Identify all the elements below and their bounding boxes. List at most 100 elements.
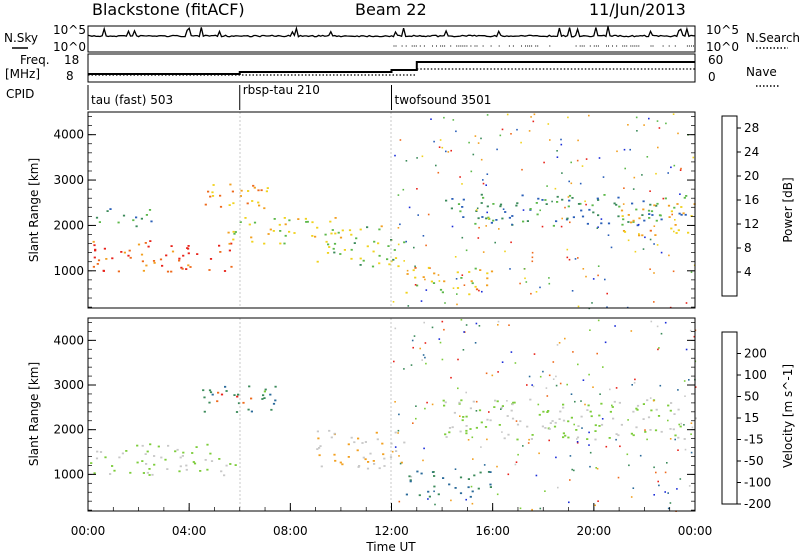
echo-cell — [586, 409, 589, 411]
echo-cell — [547, 123, 550, 125]
echo-cell — [394, 401, 396, 403]
echo-cell — [149, 443, 152, 446]
echo-cell — [475, 410, 478, 412]
echo-cell — [597, 226, 599, 228]
echo-cell — [492, 219, 495, 222]
echo-cell — [366, 245, 369, 248]
echo-cell — [459, 210, 462, 213]
echo-cell — [234, 231, 237, 233]
echo-cell — [407, 305, 410, 307]
echo-cell — [378, 262, 381, 265]
echo-cell — [642, 248, 645, 250]
colorbar-tick-label: 28 — [744, 121, 759, 135]
echo-cell — [410, 364, 413, 366]
echo-cell — [599, 393, 601, 395]
echo-cell — [421, 155, 424, 158]
echo-cell — [468, 271, 471, 273]
echo-cell — [608, 437, 611, 439]
echo-cell — [609, 388, 611, 391]
echo-cell — [615, 203, 618, 206]
echo-cell — [486, 205, 489, 208]
colorbar-tick-label: 50 — [744, 390, 759, 404]
echo-cell — [639, 454, 642, 457]
echo-cell — [668, 254, 670, 257]
echo-cell — [496, 148, 498, 151]
echo-cell — [178, 259, 181, 262]
echo-cell — [632, 487, 635, 489]
echo-cell — [465, 432, 468, 435]
echo-cell — [502, 208, 505, 210]
echo-cell — [657, 348, 659, 351]
echo-cell — [417, 214, 419, 216]
echo-cell — [209, 452, 212, 455]
echo-cell — [685, 348, 688, 351]
echo-cell — [329, 220, 332, 223]
echo-cell — [378, 254, 381, 257]
echo-cell — [193, 462, 197, 465]
echo-cell — [430, 118, 432, 120]
echo-cell — [566, 256, 569, 259]
echo-cell — [237, 393, 240, 396]
cpid-segment-label: tau (fast) 503 — [91, 93, 173, 107]
echo-cell — [180, 266, 183, 269]
echo-cell — [553, 425, 557, 428]
echo-cell — [548, 277, 550, 279]
echo-cell — [171, 250, 175, 253]
echo-cell — [531, 260, 534, 263]
echo-cell — [631, 202, 634, 205]
echo-cell — [424, 356, 426, 359]
echo-cell — [516, 438, 519, 441]
echo-cell — [251, 200, 254, 202]
echo-cell — [642, 403, 645, 405]
echo-cell — [333, 242, 337, 245]
echo-cell — [428, 495, 431, 498]
echo-cell — [507, 433, 510, 436]
cpid-segments: tau (fast) 503 rbsp-tau 210 twofsound 3501 — [91, 83, 491, 110]
echo-cell — [535, 291, 538, 293]
echo-cell — [409, 479, 412, 482]
echo-cell — [678, 212, 681, 215]
echo-cell — [311, 235, 314, 237]
echo-cell — [102, 269, 105, 272]
velocity-ylabel: Slant Range [km] — [27, 362, 41, 466]
echo-cell — [620, 423, 623, 426]
echo-cell — [415, 405, 417, 407]
echo-cell — [591, 204, 594, 207]
echo-cell — [334, 232, 337, 235]
echo-cell — [166, 270, 170, 273]
echo-cell — [220, 393, 224, 396]
echo-cell — [105, 258, 108, 260]
x-tick-label: 00:00 — [678, 524, 713, 538]
echo-cell — [437, 274, 440, 276]
echo-cell — [456, 287, 460, 289]
echo-cell — [334, 459, 337, 462]
echo-cell — [278, 223, 281, 226]
echo-cell — [508, 216, 511, 219]
echo-cell — [111, 257, 114, 260]
echo-cell — [530, 116, 532, 118]
echo-cell — [584, 200, 586, 203]
echo-cell — [448, 427, 452, 429]
echo-cell — [521, 168, 523, 171]
echo-cell — [390, 239, 393, 241]
echo-cell — [191, 452, 194, 454]
echo-cell — [597, 319, 600, 322]
echo-cell — [669, 502, 672, 504]
echo-cell — [667, 404, 670, 407]
echo-cell — [592, 211, 595, 214]
echo-cell — [430, 280, 433, 283]
echo-cell — [555, 220, 558, 223]
echo-cell — [615, 433, 618, 435]
echo-cell — [150, 220, 153, 223]
echo-cell — [526, 220, 529, 222]
echo-cell — [633, 176, 636, 179]
echo-cell — [604, 341, 607, 344]
echo-cell — [474, 135, 477, 137]
nsky-tick-top: 10^5 — [53, 23, 86, 37]
echo-cell — [600, 222, 603, 225]
echo-cell — [359, 228, 362, 231]
echo-cell — [655, 471, 657, 474]
echo-cell — [403, 241, 406, 244]
echo-cell — [529, 208, 532, 210]
echo-cell — [592, 386, 594, 388]
